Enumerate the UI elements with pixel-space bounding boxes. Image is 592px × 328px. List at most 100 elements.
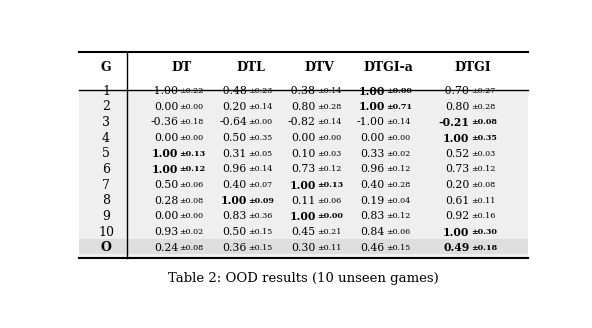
Text: ±0.00: ±0.00 <box>317 213 343 220</box>
Text: ±0.00: ±0.00 <box>386 134 410 142</box>
Text: 8: 8 <box>102 194 110 207</box>
Text: ±0.23: ±0.23 <box>249 87 273 95</box>
Text: ±0.13: ±0.13 <box>179 150 205 158</box>
Text: ±0.36: ±0.36 <box>249 213 273 220</box>
Text: ±0.35: ±0.35 <box>249 134 272 142</box>
Text: ±0.14: ±0.14 <box>386 118 410 127</box>
Text: -0.70: -0.70 <box>442 86 469 96</box>
Text: -1.00: -1.00 <box>356 117 385 128</box>
Text: ±0.08: ±0.08 <box>471 181 495 189</box>
Text: ±0.15: ±0.15 <box>386 244 410 252</box>
Text: 1.00: 1.00 <box>289 211 316 222</box>
Text: ±0.09: ±0.09 <box>249 197 274 205</box>
Text: 0.83: 0.83 <box>223 212 247 221</box>
Text: ±0.00: ±0.00 <box>179 134 204 142</box>
Text: 9: 9 <box>102 210 110 223</box>
Text: ±0.28: ±0.28 <box>386 181 410 189</box>
Text: DTV: DTV <box>304 61 334 74</box>
Text: ±0.30: ±0.30 <box>471 228 497 236</box>
Text: 0.73: 0.73 <box>291 164 316 174</box>
Text: -0.21: -0.21 <box>439 117 469 128</box>
Text: 1.00: 1.00 <box>152 164 178 175</box>
Text: ±0.28: ±0.28 <box>317 103 342 111</box>
Text: ±0.03: ±0.03 <box>471 150 495 158</box>
Text: 0.00: 0.00 <box>361 133 385 143</box>
Text: ±0.14: ±0.14 <box>317 87 342 95</box>
Bar <box>79 51 528 90</box>
Text: ±0.15: ±0.15 <box>249 228 272 236</box>
Text: 0.84: 0.84 <box>361 227 385 237</box>
Text: ±0.12: ±0.12 <box>386 165 410 174</box>
Text: 0.50: 0.50 <box>223 133 247 143</box>
Text: DTL: DTL <box>236 61 265 74</box>
Text: ±0.08: ±0.08 <box>179 197 204 205</box>
Text: ±0.12: ±0.12 <box>179 165 205 174</box>
Text: 10: 10 <box>98 226 114 238</box>
Text: 0.61: 0.61 <box>445 196 469 206</box>
Text: 5: 5 <box>102 147 110 160</box>
Text: ±0.00: ±0.00 <box>386 87 412 95</box>
Text: ±0.22: ±0.22 <box>179 87 204 95</box>
Text: 0.50: 0.50 <box>223 227 247 237</box>
Text: ±0.11: ±0.11 <box>471 197 496 205</box>
Text: 0.52: 0.52 <box>445 149 469 159</box>
Text: 0.45: 0.45 <box>292 227 316 237</box>
Text: 0.36: 0.36 <box>223 243 247 253</box>
Text: DTGI: DTGI <box>455 61 491 74</box>
Text: -0.38: -0.38 <box>288 86 316 96</box>
Text: ±0.11: ±0.11 <box>317 244 342 252</box>
Text: ±0.06: ±0.06 <box>179 181 204 189</box>
Text: ±0.14: ±0.14 <box>249 165 273 174</box>
Text: 7: 7 <box>102 178 110 192</box>
Text: ±0.14: ±0.14 <box>317 118 342 127</box>
Text: 0.93: 0.93 <box>154 227 178 237</box>
Text: 0.49: 0.49 <box>443 242 469 253</box>
Text: ±0.00: ±0.00 <box>317 134 342 142</box>
Text: 0.00: 0.00 <box>154 102 178 112</box>
Text: ±0.14: ±0.14 <box>249 103 273 111</box>
Text: ±0.00: ±0.00 <box>249 118 272 127</box>
Text: 0.33: 0.33 <box>361 149 385 159</box>
Text: 4: 4 <box>102 132 110 145</box>
Text: -1.00: -1.00 <box>150 86 178 96</box>
Text: 6: 6 <box>102 163 110 176</box>
Text: DT: DT <box>172 61 192 74</box>
Text: 1: 1 <box>102 85 110 98</box>
Text: ±0.08: ±0.08 <box>179 244 204 252</box>
Text: ±0.08: ±0.08 <box>471 118 497 127</box>
Text: 0.20: 0.20 <box>223 102 247 112</box>
Text: 1.00: 1.00 <box>358 101 385 112</box>
Text: ±0.12: ±0.12 <box>317 165 342 174</box>
Text: DTGI-a: DTGI-a <box>363 61 413 74</box>
Text: ±0.13: ±0.13 <box>317 181 343 189</box>
Text: 1.00: 1.00 <box>358 86 385 97</box>
Text: -0.36: -0.36 <box>150 117 178 128</box>
Text: 0.83: 0.83 <box>361 212 385 221</box>
Text: ±0.12: ±0.12 <box>386 213 410 220</box>
Text: 1.00: 1.00 <box>443 133 469 144</box>
Text: 0.80: 0.80 <box>445 102 469 112</box>
Text: ±0.71: ±0.71 <box>386 103 412 111</box>
Text: ±0.00: ±0.00 <box>179 213 204 220</box>
Text: ±0.03: ±0.03 <box>317 150 342 158</box>
Text: 0.40: 0.40 <box>223 180 247 190</box>
Text: 0.96: 0.96 <box>223 164 247 174</box>
Text: 0.10: 0.10 <box>291 149 316 159</box>
Text: ±0.02: ±0.02 <box>386 150 410 158</box>
Text: 0.20: 0.20 <box>445 180 469 190</box>
Text: 0.00: 0.00 <box>154 133 178 143</box>
Text: Table 2: OOD results (10 unseen games): Table 2: OOD results (10 unseen games) <box>168 272 439 284</box>
Text: 0.96: 0.96 <box>361 164 385 174</box>
Text: O: O <box>101 241 111 254</box>
Text: ±0.21: ±0.21 <box>317 228 342 236</box>
Text: 0.11: 0.11 <box>291 196 316 206</box>
Text: 0.92: 0.92 <box>445 212 469 221</box>
Text: 0.73: 0.73 <box>445 164 469 174</box>
Text: ±0.07: ±0.07 <box>249 181 272 189</box>
Text: ±0.35: ±0.35 <box>471 134 497 142</box>
Text: ±0.04: ±0.04 <box>386 197 410 205</box>
Text: ±0.16: ±0.16 <box>471 213 496 220</box>
Text: ±0.28: ±0.28 <box>471 103 495 111</box>
Bar <box>79 239 528 254</box>
Text: 0.30: 0.30 <box>291 243 316 253</box>
